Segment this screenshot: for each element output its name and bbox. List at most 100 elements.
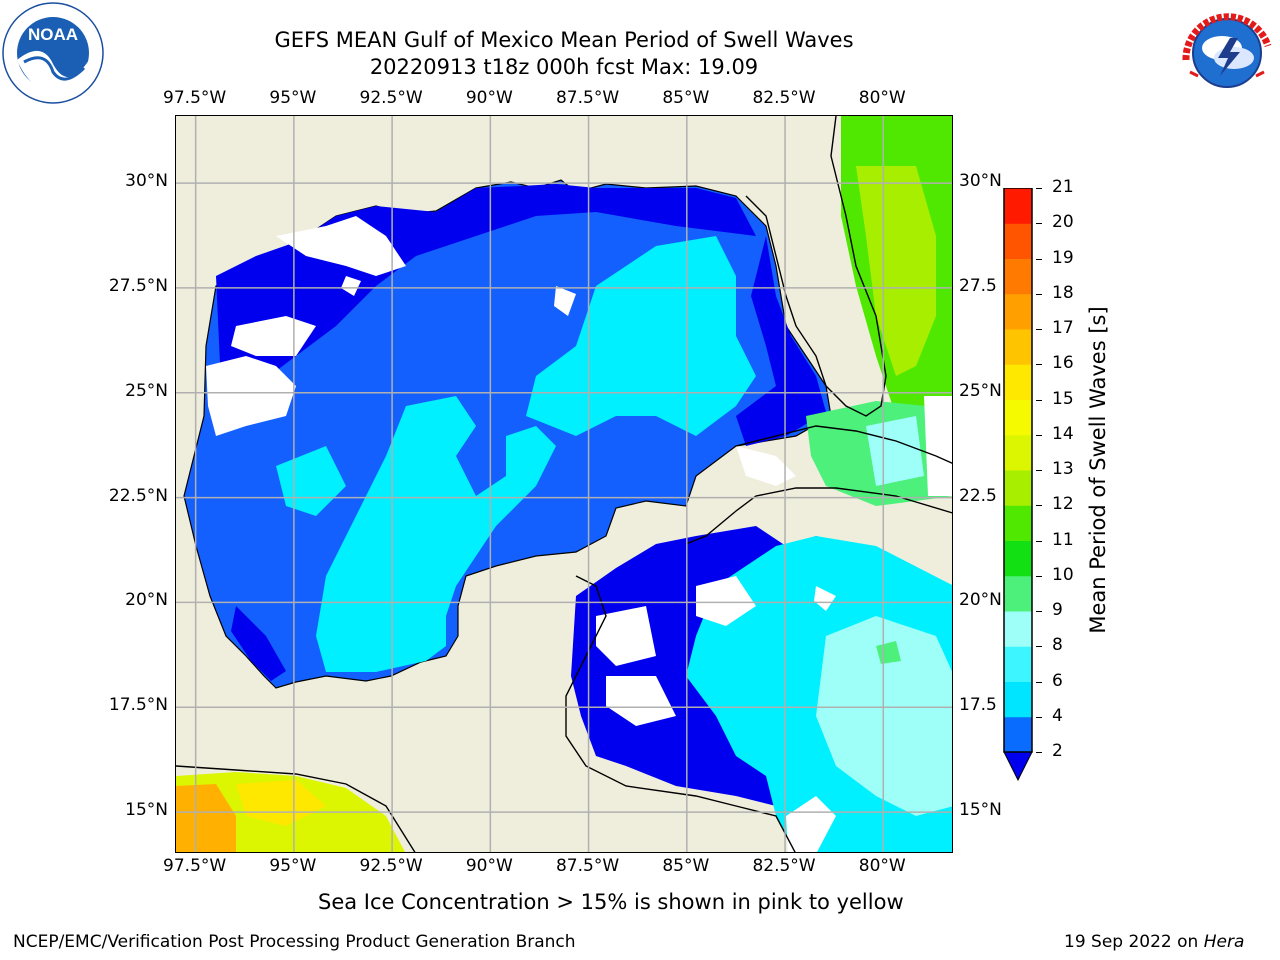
longitude-label: 85°W: [662, 88, 710, 108]
latitude-label: 17.5: [959, 695, 997, 716]
run-date-text: 19 Sep 2022 on: [1064, 932, 1204, 952]
colorbar-tick-mark: [1036, 752, 1042, 753]
colorbar-tick-label: 20: [1052, 212, 1074, 233]
latitude-label: 25°N: [125, 380, 168, 401]
colorbar-tick-mark: [1036, 505, 1042, 507]
colorbar-tick-label: 19: [1052, 247, 1074, 268]
colorbar: [1000, 187, 1036, 784]
caribbean-green-patch: [876, 641, 901, 664]
colorbar-swatch: [1004, 611, 1032, 647]
latitude-label: 25°N: [959, 380, 1002, 401]
latitude-label: 30°N: [959, 171, 1002, 192]
colorbar-tick-mark: [1036, 188, 1042, 189]
colorbar-swatch: [1004, 223, 1032, 259]
colorbar-swatch: [1004, 364, 1032, 400]
longitude-label: 95°W: [269, 88, 317, 108]
longitude-label: 87.5°W: [555, 856, 620, 876]
pacific-yellow-zone: [236, 780, 326, 826]
longitude-label: 92.5°W: [359, 856, 423, 876]
sea-ice-caption: Sea Ice Concentration > 15% is shown in …: [318, 890, 904, 914]
colorbar-swatch: [1004, 293, 1032, 330]
longitude-label: 90°W: [465, 88, 513, 108]
colorbar-tick-label: 16: [1052, 353, 1074, 374]
latitude-label: 17.5°N: [108, 695, 168, 716]
longitude-label: 87.5°W: [555, 88, 620, 108]
pacific-orange-zone: [176, 784, 236, 852]
latitude-label: 20°N: [959, 590, 1002, 611]
colorbar-tick-mark: [1036, 470, 1042, 471]
latitude-label: 15°N: [959, 800, 1002, 821]
latitude-label: 22.5°N: [108, 485, 168, 506]
longitude-label: 92.5°W: [359, 88, 423, 108]
gridlines: [176, 116, 952, 852]
longitude-label: 80°W: [858, 856, 906, 876]
gulf-low-period-mexico: [231, 606, 286, 681]
colorbar-tick-label: 4: [1052, 705, 1063, 726]
latitude-label: 27.5: [959, 275, 997, 296]
colorbar-swatch: [1004, 646, 1032, 682]
run-date: 19 Sep 2022 on Hera: [1064, 932, 1244, 952]
colorbar-tick-mark: [1036, 434, 1042, 436]
nws-logo: [1176, 2, 1278, 104]
chart-subtitle: 20220913 t18z 000h fcst Max: 19.09: [369, 55, 759, 79]
colorbar-extend-triangle: [1003, 751, 1033, 782]
latitude-label: 22.5: [959, 485, 997, 506]
colorbar-tick-mark: [1036, 646, 1042, 648]
longitude-label: 97.5°W: [163, 88, 227, 108]
colorbar-swatches: [1003, 187, 1033, 782]
longitude-label: 82.5°W: [752, 856, 816, 876]
colorbar-swatch: [1004, 505, 1032, 541]
colorbar-tick-label: 13: [1052, 459, 1074, 479]
colorbar-tick-mark: [1036, 716, 1042, 718]
colorbar-tick-mark: [1036, 399, 1042, 401]
colorbar-swatch: [1004, 188, 1032, 224]
atlantic-yellow-green: [856, 166, 936, 376]
colorbar-swatch: [1004, 540, 1032, 577]
colorbar-frame: [1003, 187, 1033, 753]
colorbar-tick-mark: [1036, 329, 1042, 330]
colorbar-tick-mark: [1036, 223, 1042, 225]
latitude-label: 20°N: [125, 590, 168, 611]
colorbar-label: Mean Period of Swell Waves [s]: [1086, 306, 1110, 634]
colorbar-tick-label: 11: [1052, 529, 1074, 550]
colorbar-tick-mark: [1036, 293, 1042, 295]
noaa-logo-text: NOAA: [28, 25, 78, 44]
colorbar-tick-label: 10: [1052, 564, 1074, 585]
map-panel: [175, 115, 953, 853]
noaa-logo: NOAA: [2, 2, 104, 104]
coastline: [176, 116, 952, 852]
longitude-label: 80°W: [858, 88, 906, 108]
branch-credit: NCEP/EMC/Verification Post Processing Pr…: [13, 932, 576, 952]
gulf-central-swell-east: [526, 236, 756, 436]
longitude-label: 82.5°W: [752, 88, 816, 108]
colorbar-swatch: [1004, 434, 1032, 471]
longitude-label: 85°W: [662, 856, 710, 876]
colorbar-tick-label: 2: [1052, 741, 1063, 761]
latitude-label: 15°N: [125, 800, 168, 821]
map-canvas: [176, 116, 952, 852]
colorbar-swatch: [1004, 258, 1032, 295]
longitude-label: 95°W: [269, 856, 317, 876]
colorbar-tick-label: 8: [1052, 635, 1063, 656]
colorbar-swatch: [1004, 329, 1032, 365]
longitude-label: 90°W: [465, 856, 513, 876]
colorbar-tick-label: 18: [1052, 282, 1074, 303]
colorbar-tick-label: 15: [1052, 388, 1074, 409]
run-machine: Hera: [1203, 932, 1245, 952]
missing-data-patches: [206, 216, 952, 852]
colorbar-tick-mark: [1036, 611, 1042, 612]
longitude-label: 97.5°W: [163, 856, 227, 876]
latitude-label: 30°N: [125, 171, 168, 192]
colorbar-tick-mark: [1036, 575, 1042, 577]
colorbar-swatch: [1004, 470, 1032, 506]
colorbar-tick-mark: [1036, 540, 1042, 542]
colorbar-swatch: [1004, 716, 1032, 753]
colorbar-tick-label: 6: [1052, 670, 1063, 691]
colorbar-tick-label: 17: [1052, 318, 1074, 338]
colorbar-swatch: [1004, 399, 1032, 436]
colorbar-tick-label: 21: [1052, 177, 1074, 197]
colorbar-tick-label: 12: [1052, 494, 1074, 515]
colorbar-swatch: [1004, 681, 1032, 718]
colorbar-tick-label: 14: [1052, 423, 1074, 444]
colorbar-tick-mark: [1036, 681, 1042, 683]
